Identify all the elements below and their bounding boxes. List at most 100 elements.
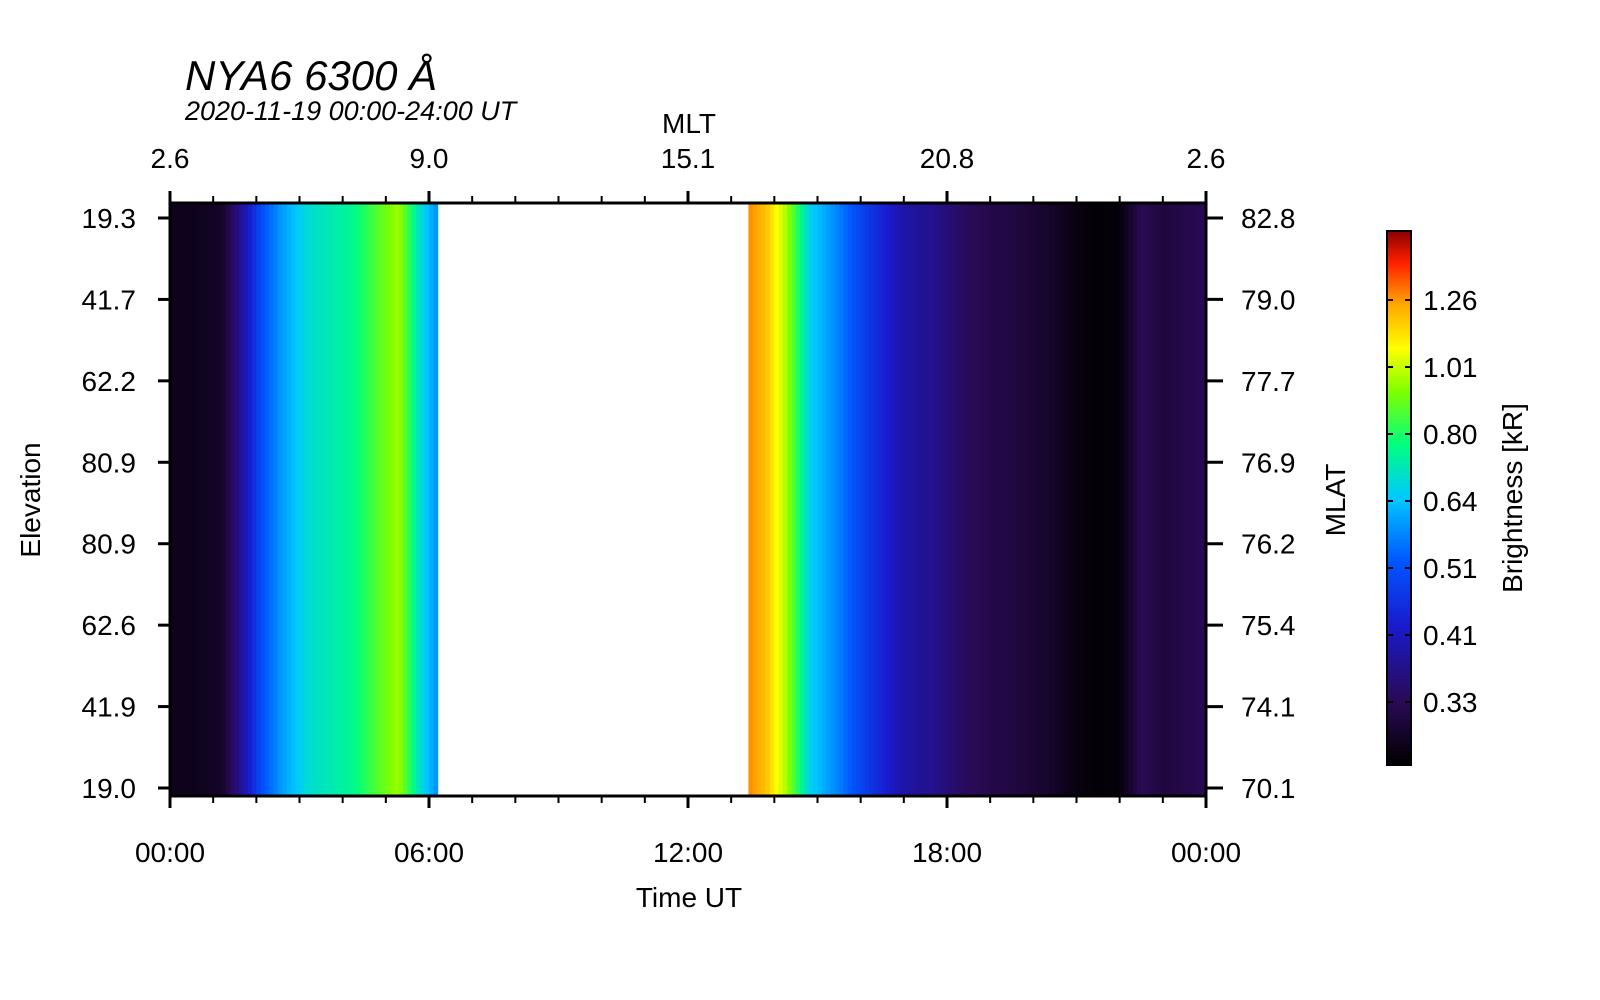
heatmap-column xyxy=(1054,203,1060,796)
heatmap-column xyxy=(182,203,188,796)
heatmap-column xyxy=(191,203,197,796)
heatmap-column xyxy=(1024,203,1030,796)
heatmap-column xyxy=(368,203,374,796)
heatmap-column xyxy=(256,203,262,796)
y-axis-label-left: Elevation xyxy=(15,442,46,557)
heatmap-column xyxy=(1033,203,1039,796)
heatmap-column xyxy=(1041,203,1047,796)
heatmap-column xyxy=(1063,203,1069,796)
heatmap-column xyxy=(1154,203,1160,796)
heatmap-column xyxy=(264,203,270,796)
heatmap-column xyxy=(295,203,301,796)
heatmap-column xyxy=(864,203,870,796)
heatmap-column xyxy=(1085,203,1091,796)
heatmap-column xyxy=(1080,203,1086,796)
mlat-tick-label: 70.1 xyxy=(1241,773,1296,804)
x-axis-label: Time UT xyxy=(636,882,742,913)
y-axis-label-right: MLAT xyxy=(1320,464,1351,537)
heatmap-column xyxy=(791,203,797,796)
heatmap-column xyxy=(895,203,901,796)
heatmap-column xyxy=(774,203,780,796)
heatmap-column xyxy=(1149,203,1155,796)
heatmap-column xyxy=(782,203,788,796)
colorbar-tick-label: 0.33 xyxy=(1423,687,1478,718)
mlat-tick-label: 75.4 xyxy=(1241,610,1296,641)
heatmap-column xyxy=(959,203,965,796)
heatmap-column xyxy=(312,203,318,796)
heatmap-column xyxy=(877,203,883,796)
heatmap-column xyxy=(916,203,922,796)
heatmap-column xyxy=(1020,203,1026,796)
heatmap-column xyxy=(886,203,892,796)
heatmap-column xyxy=(273,203,279,796)
mlat-tick-label: 82.8 xyxy=(1241,203,1296,234)
x-tick-label: 18:00 xyxy=(912,837,982,868)
heatmap-column xyxy=(1184,203,1190,796)
heatmap-column xyxy=(217,203,223,796)
mlat-tick-label: 76.2 xyxy=(1241,529,1296,560)
chart-title: NYA6 6300 Å xyxy=(185,52,437,99)
heatmap-column xyxy=(761,203,767,796)
colorbar xyxy=(1386,230,1412,766)
heatmap-column xyxy=(303,203,309,796)
heatmap-column xyxy=(286,203,292,796)
colorbar-tick-label: 0.64 xyxy=(1423,486,1478,517)
heatmap-column xyxy=(282,203,288,796)
heatmap-column xyxy=(981,203,987,796)
heatmap-column xyxy=(247,203,253,796)
heatmap-column xyxy=(955,203,961,796)
heatmap-column xyxy=(1016,203,1021,796)
heatmap-column xyxy=(1037,203,1043,796)
heatmap-column xyxy=(882,203,888,796)
heatmap-column xyxy=(972,203,978,796)
heatmap-column xyxy=(1102,203,1108,796)
heatmap-column xyxy=(800,203,806,796)
mlat-tick-label: 79.0 xyxy=(1241,284,1296,315)
heatmap-column xyxy=(778,203,784,796)
heatmap-column xyxy=(1111,203,1116,796)
heatmap-column xyxy=(398,203,404,796)
colorbar-tick-label: 0.41 xyxy=(1423,620,1478,651)
heatmap-column xyxy=(308,203,314,796)
heatmap-column xyxy=(1158,203,1164,796)
heatmap-column xyxy=(925,203,931,796)
colorbar-label: Brightness [kR] xyxy=(1497,403,1528,593)
heatmap-column xyxy=(385,203,391,796)
mlt-tick-label: 9.0 xyxy=(410,143,449,174)
colorbar-tick-label: 1.26 xyxy=(1423,285,1478,316)
heatmap-column xyxy=(195,203,201,796)
heatmap-column xyxy=(329,203,335,796)
heatmap-column xyxy=(813,203,819,796)
heatmap-column xyxy=(1029,203,1034,796)
heatmap-column xyxy=(334,203,339,796)
heatmap-column xyxy=(843,203,849,796)
heatmap-column xyxy=(407,203,413,796)
heatmap-column xyxy=(1115,203,1121,796)
elevation-tick-label: 19.0 xyxy=(82,773,137,804)
mlat-tick-label: 74.1 xyxy=(1241,692,1296,723)
heatmap-column xyxy=(394,203,400,796)
heatmap-column xyxy=(826,203,832,796)
heatmap-column xyxy=(1145,203,1151,796)
heatmap-column xyxy=(1132,203,1138,796)
heatmap-column xyxy=(834,203,840,796)
elevation-tick-label: 62.6 xyxy=(82,610,137,641)
heatmap-column xyxy=(804,203,810,796)
heatmap-column xyxy=(403,203,409,796)
heatmap-area xyxy=(170,203,1207,796)
heatmap-column xyxy=(187,203,193,796)
top-axis-label: MLT xyxy=(662,108,716,139)
heatmap-column xyxy=(174,203,180,796)
heatmap-column xyxy=(1003,203,1009,796)
heatmap-column xyxy=(1175,203,1181,796)
heatmap-column xyxy=(990,203,996,796)
heatmap-column xyxy=(1193,203,1198,796)
heatmap-column xyxy=(998,203,1004,796)
heatmap-column xyxy=(860,203,866,796)
heatmap-column xyxy=(994,203,1000,796)
heatmap-column xyxy=(1098,203,1103,796)
heatmap-column xyxy=(364,203,370,796)
heatmap-column xyxy=(757,203,762,796)
heatmap-column xyxy=(381,203,387,796)
heatmap-column xyxy=(1007,203,1013,796)
